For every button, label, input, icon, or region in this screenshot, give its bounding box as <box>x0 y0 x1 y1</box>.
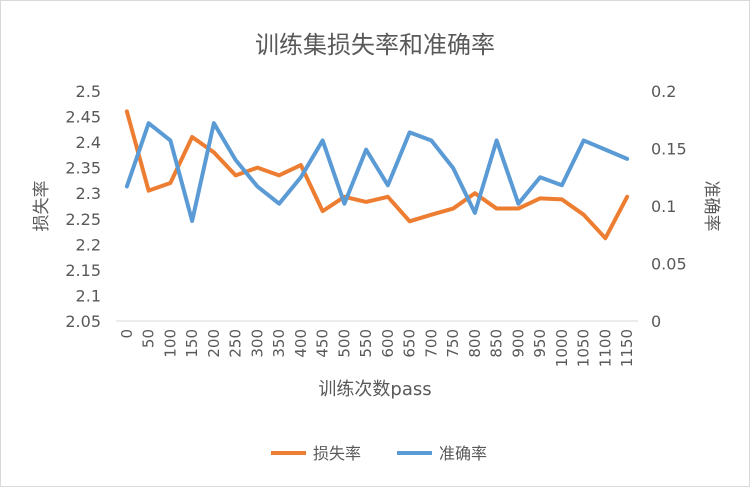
left-tick-label: 2.4 <box>76 133 101 152</box>
x-tick-label: 550 <box>357 329 375 358</box>
x-tick-label: 0 <box>118 329 136 339</box>
series-layer <box>127 111 627 238</box>
x-tick-label: 250 <box>227 329 245 358</box>
x-tick-label: 600 <box>379 329 397 358</box>
x-tick-label: 350 <box>270 329 288 358</box>
left-axis-ticks: 2.05 2.1 2.15 2.2 2.25 2.3 2.35 2.4 2.45 2.5 <box>65 82 101 331</box>
left-tick-label: 2.45 <box>65 108 101 127</box>
x-tick-label: 1150 <box>618 329 636 367</box>
right-tick-label: 0.05 <box>651 255 687 274</box>
x-tick-label: 950 <box>531 329 549 358</box>
chart-title: 训练集损失率和准确率 <box>255 31 495 59</box>
x-tick-label: 150 <box>183 329 201 358</box>
legend-label-accuracy: 准确率 <box>439 444 487 463</box>
left-axis-label: 损失率 <box>32 181 52 232</box>
x-tick-label: 900 <box>509 329 527 358</box>
right-tick-label: 0.15 <box>651 140 687 159</box>
left-tick-label: 2.2 <box>76 235 101 254</box>
x-tick-label: 400 <box>292 329 310 358</box>
x-tick-label: 850 <box>488 329 506 358</box>
left-tick-label: 2.15 <box>65 261 101 280</box>
x-tick-label: 800 <box>466 329 484 358</box>
x-tick-label: 700 <box>422 329 440 358</box>
right-axis-ticks: 0 0.05 0.1 0.15 0.2 <box>651 82 687 331</box>
legend: 损失率 准确率 <box>271 444 487 463</box>
left-tick-label: 2.3 <box>76 184 101 203</box>
x-tick-label: 750 <box>444 329 462 358</box>
right-tick-label: 0.1 <box>651 197 676 216</box>
right-tick-label: 0 <box>651 312 661 331</box>
left-tick-label: 2.5 <box>76 82 101 101</box>
legend-label-loss: 损失率 <box>313 444 361 463</box>
right-axis-label: 准确率 <box>701 181 721 232</box>
left-tick-label: 2.25 <box>65 210 101 229</box>
x-axis-label: 训练次数pass <box>318 379 431 400</box>
left-tick-label: 2.35 <box>65 159 101 178</box>
series-line-accuracy <box>127 123 627 221</box>
x-tick-label: 300 <box>248 329 266 358</box>
x-tick-label: 50 <box>140 329 158 348</box>
left-tick-label: 2.05 <box>65 312 101 331</box>
x-tick-label: 1100 <box>596 329 614 367</box>
left-tick-label: 2.1 <box>76 286 101 305</box>
x-tick-label: 650 <box>401 329 419 358</box>
x-tick-label: 200 <box>205 329 223 358</box>
right-tick-label: 0.2 <box>651 82 676 101</box>
x-tick-label: 450 <box>314 329 332 358</box>
x-tick-label: 500 <box>335 329 353 358</box>
x-tick-label: 1000 <box>553 329 571 367</box>
x-tick-label: 1050 <box>575 329 593 367</box>
x-tick-label: 100 <box>161 329 179 358</box>
